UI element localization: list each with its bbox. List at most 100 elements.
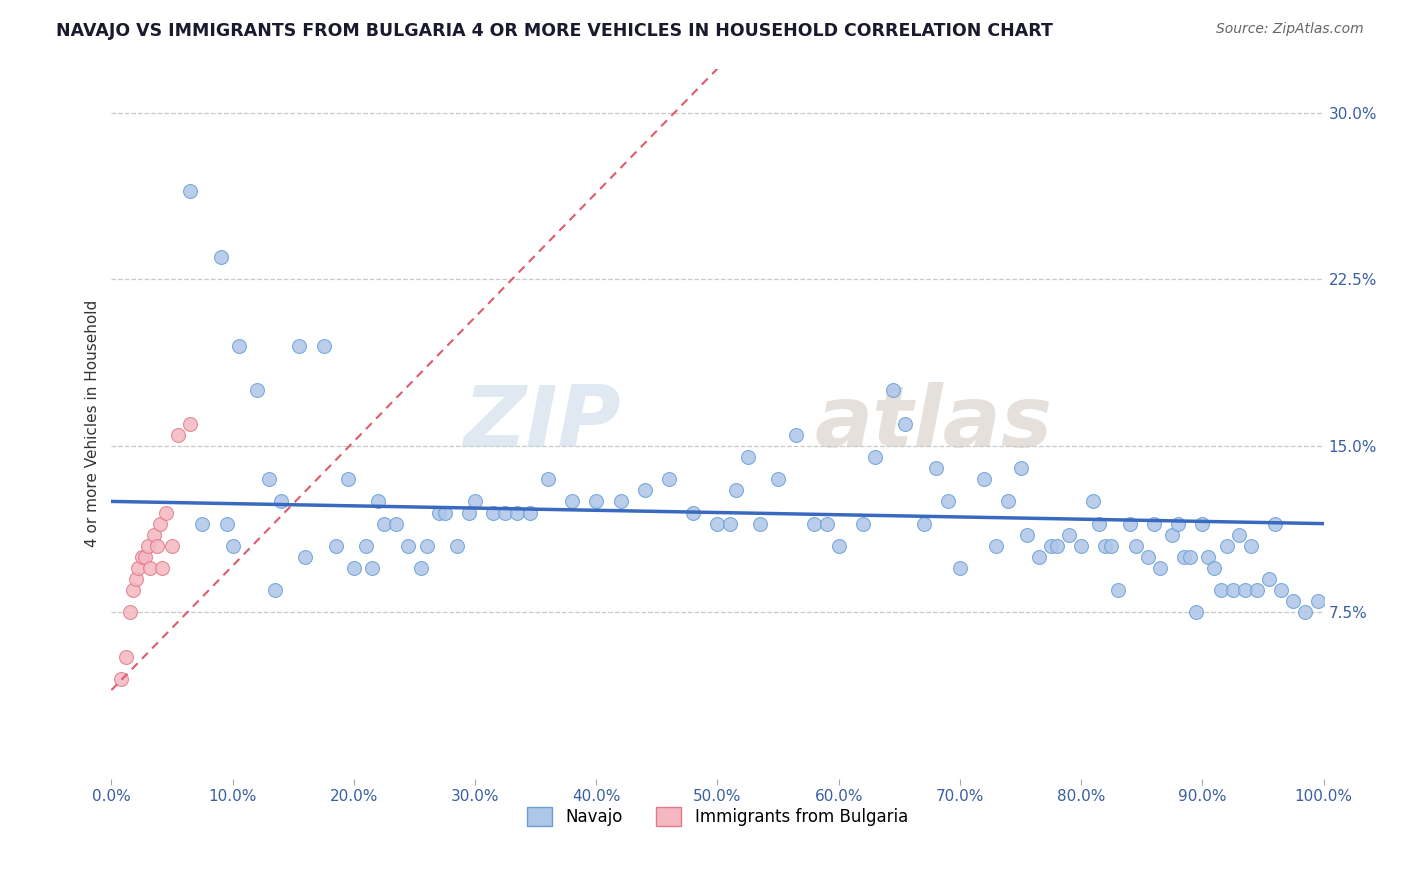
Point bbox=[1143, 516, 1166, 531]
Point bbox=[1209, 583, 1232, 598]
Point bbox=[785, 427, 807, 442]
Point bbox=[134, 549, 156, 564]
Point bbox=[997, 494, 1019, 508]
Point bbox=[373, 516, 395, 531]
Point bbox=[228, 339, 250, 353]
Point bbox=[894, 417, 917, 431]
Point bbox=[1046, 539, 1069, 553]
Y-axis label: 4 or more Vehicles in Household: 4 or more Vehicles in Household bbox=[86, 300, 100, 548]
Point bbox=[1107, 583, 1129, 598]
Point bbox=[209, 250, 232, 264]
Point bbox=[1233, 583, 1256, 598]
Point bbox=[1282, 594, 1305, 608]
Point bbox=[1264, 516, 1286, 531]
Point bbox=[361, 561, 384, 575]
Point bbox=[1180, 549, 1202, 564]
Point bbox=[863, 450, 886, 464]
Point bbox=[1185, 606, 1208, 620]
Point bbox=[882, 384, 904, 398]
Point bbox=[118, 606, 141, 620]
Point bbox=[446, 539, 468, 553]
Point bbox=[1215, 539, 1237, 553]
Point bbox=[312, 339, 335, 353]
Point bbox=[949, 561, 972, 575]
Point bbox=[852, 516, 875, 531]
Point bbox=[294, 549, 316, 564]
Point bbox=[718, 516, 741, 531]
Point bbox=[354, 539, 377, 553]
Point bbox=[724, 483, 747, 498]
Point bbox=[737, 450, 759, 464]
Text: Source: ZipAtlas.com: Source: ZipAtlas.com bbox=[1216, 22, 1364, 37]
Point bbox=[658, 472, 681, 486]
Point bbox=[221, 539, 243, 553]
Text: ZIP: ZIP bbox=[463, 382, 620, 466]
Point bbox=[131, 549, 153, 564]
Point bbox=[1294, 606, 1316, 620]
Point bbox=[1246, 583, 1268, 598]
Point bbox=[136, 539, 159, 553]
Point bbox=[270, 494, 292, 508]
Point bbox=[1094, 539, 1116, 553]
Point bbox=[264, 583, 287, 598]
Point bbox=[124, 572, 146, 586]
Point bbox=[433, 506, 456, 520]
Point bbox=[110, 672, 132, 686]
Point bbox=[427, 506, 450, 520]
Point bbox=[1240, 539, 1263, 553]
Point bbox=[1270, 583, 1292, 598]
Point bbox=[1173, 549, 1195, 564]
Point bbox=[1028, 549, 1050, 564]
Point bbox=[1015, 527, 1038, 541]
Point bbox=[1222, 583, 1244, 598]
Point bbox=[336, 472, 359, 486]
Point bbox=[682, 506, 704, 520]
Point bbox=[1191, 516, 1213, 531]
Point bbox=[1306, 594, 1329, 608]
Point bbox=[464, 494, 486, 508]
Point bbox=[986, 539, 1008, 553]
Point bbox=[179, 184, 201, 198]
Point bbox=[1125, 539, 1147, 553]
Point bbox=[246, 384, 269, 398]
Point bbox=[367, 494, 389, 508]
Point bbox=[396, 539, 419, 553]
Point bbox=[191, 516, 214, 531]
Point bbox=[1227, 527, 1250, 541]
Point bbox=[115, 649, 138, 664]
Point bbox=[325, 539, 347, 553]
Point bbox=[828, 539, 851, 553]
Point bbox=[706, 516, 728, 531]
Point bbox=[1258, 572, 1281, 586]
Point bbox=[634, 483, 657, 498]
Point bbox=[288, 339, 311, 353]
Point bbox=[1204, 561, 1226, 575]
Point bbox=[912, 516, 935, 531]
Point bbox=[1118, 516, 1140, 531]
Point bbox=[561, 494, 583, 508]
Point bbox=[146, 539, 169, 553]
Point bbox=[343, 561, 366, 575]
Legend: Navajo, Immigrants from Bulgaria: Navajo, Immigrants from Bulgaria bbox=[519, 798, 917, 835]
Point bbox=[1101, 539, 1123, 553]
Point bbox=[973, 472, 995, 486]
Point bbox=[149, 516, 172, 531]
Point bbox=[519, 506, 541, 520]
Text: atlas: atlas bbox=[814, 382, 1053, 466]
Point bbox=[150, 561, 173, 575]
Point bbox=[160, 539, 183, 553]
Point bbox=[415, 539, 437, 553]
Point bbox=[122, 583, 145, 598]
Point bbox=[409, 561, 432, 575]
Point bbox=[936, 494, 959, 508]
Point bbox=[1039, 539, 1062, 553]
Point bbox=[1083, 494, 1105, 508]
Point bbox=[537, 472, 560, 486]
Point bbox=[1197, 549, 1219, 564]
Point bbox=[1070, 539, 1092, 553]
Point bbox=[257, 472, 280, 486]
Point bbox=[1057, 527, 1080, 541]
Point bbox=[803, 516, 825, 531]
Point bbox=[815, 516, 838, 531]
Point bbox=[585, 494, 607, 508]
